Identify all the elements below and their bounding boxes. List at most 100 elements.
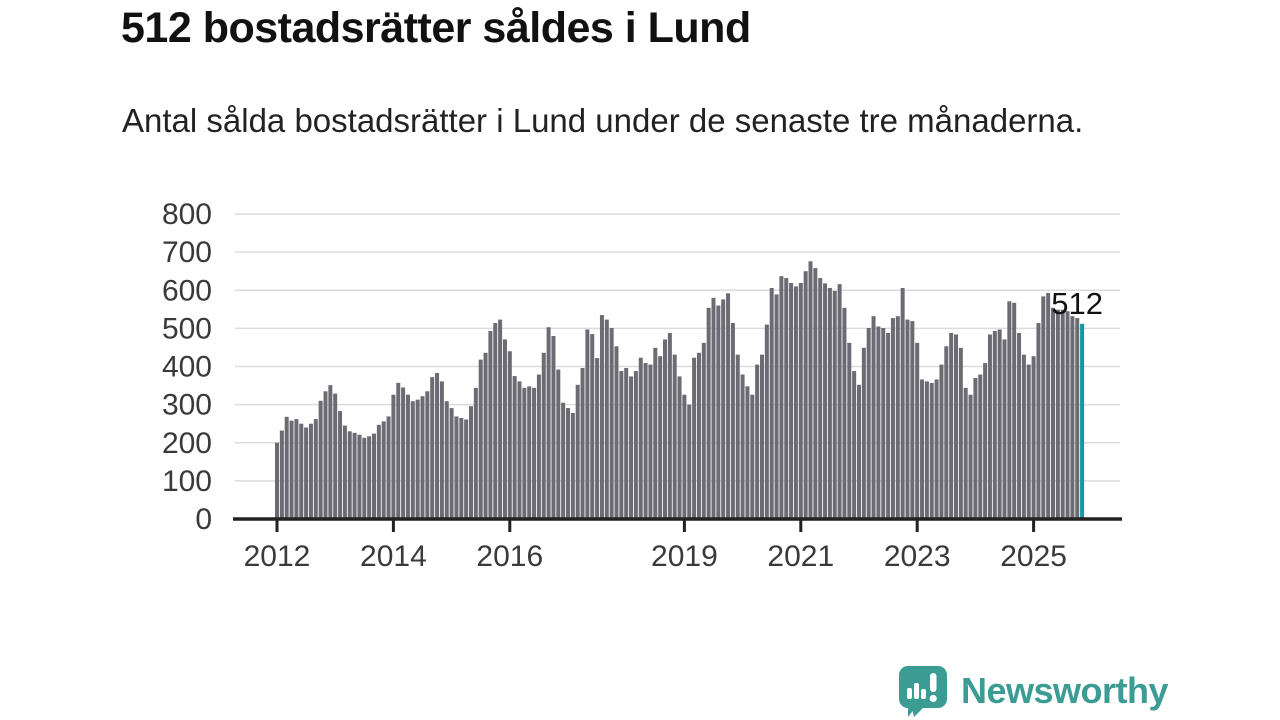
bar xyxy=(435,372,440,519)
bar xyxy=(483,352,488,519)
bar xyxy=(755,364,760,519)
bar xyxy=(716,305,721,519)
bar xyxy=(842,307,847,519)
bar xyxy=(944,346,949,519)
bar xyxy=(653,347,658,519)
bar xyxy=(847,342,852,519)
bar xyxy=(638,357,643,519)
bar xyxy=(696,352,701,519)
bar xyxy=(1065,311,1070,519)
bar xyxy=(701,342,706,519)
bar xyxy=(561,402,566,519)
bar xyxy=(275,442,279,519)
bar xyxy=(357,434,362,519)
bar xyxy=(541,352,546,519)
bar xyxy=(924,381,929,519)
bar xyxy=(983,363,988,519)
bar xyxy=(730,323,735,519)
bar xyxy=(987,334,992,519)
bar xyxy=(871,316,876,519)
bar xyxy=(978,374,983,519)
bar xyxy=(1041,296,1046,519)
bar xyxy=(774,294,779,519)
bar xyxy=(527,386,532,519)
bar xyxy=(439,381,444,519)
bar xyxy=(726,293,731,519)
bar xyxy=(1007,301,1012,519)
bar xyxy=(473,387,478,519)
bar xyxy=(895,316,900,519)
bar xyxy=(575,384,580,519)
bar xyxy=(832,291,837,519)
bar xyxy=(454,416,459,519)
bar xyxy=(338,411,343,519)
bar xyxy=(677,376,682,519)
bar xyxy=(304,427,309,519)
bar xyxy=(1012,302,1017,519)
bar xyxy=(968,394,973,519)
bar xyxy=(493,323,498,519)
y-axis-tick-label: 200 xyxy=(162,427,212,460)
bar xyxy=(629,376,634,519)
bar xyxy=(890,318,895,519)
bar xyxy=(779,276,784,519)
bar xyxy=(599,315,604,519)
bar xyxy=(682,394,687,519)
bar xyxy=(934,379,939,519)
bar xyxy=(401,387,406,519)
bar xyxy=(798,283,803,519)
y-axis-tick-label: 500 xyxy=(162,312,212,345)
bar xyxy=(1002,339,1007,519)
bar xyxy=(648,364,653,519)
y-axis-tick-label: 400 xyxy=(162,351,212,384)
bar xyxy=(415,399,420,519)
bar xyxy=(522,387,527,519)
bar xyxy=(735,354,740,519)
bar xyxy=(546,327,551,519)
bar xyxy=(425,391,430,519)
bar xyxy=(595,358,600,519)
x-axis-tick-label: 2014 xyxy=(360,540,427,573)
bar xyxy=(498,319,503,519)
bar xyxy=(784,278,789,519)
bar xyxy=(502,339,507,519)
bar xyxy=(619,371,624,519)
bar xyxy=(745,386,750,519)
bar xyxy=(1046,292,1051,519)
bar xyxy=(939,364,944,519)
y-axis-tick-label: 100 xyxy=(162,465,212,498)
bar xyxy=(362,437,367,519)
bar xyxy=(760,354,764,519)
newsworthy-logo: Newsworthy xyxy=(897,664,1169,718)
bar xyxy=(803,271,808,519)
bar xyxy=(308,423,313,519)
bar xyxy=(284,416,289,519)
bar xyxy=(367,436,372,519)
bar xyxy=(886,332,891,519)
bar xyxy=(643,363,648,519)
bar xyxy=(590,334,595,519)
x-axis-tick-label: 2021 xyxy=(767,540,834,573)
bar xyxy=(1051,307,1055,519)
bar xyxy=(614,346,619,519)
bar xyxy=(556,369,561,519)
bar xyxy=(381,421,386,519)
bar xyxy=(672,354,677,519)
bar xyxy=(1026,364,1031,519)
chart-title: 512 bostadsrätter såldes i Lund xyxy=(121,4,751,52)
bar xyxy=(391,394,396,519)
bar xyxy=(323,391,328,519)
bar xyxy=(294,419,299,519)
x-axis-tick-label: 2023 xyxy=(884,540,951,573)
bar xyxy=(813,268,818,519)
bar xyxy=(580,368,585,519)
bar xyxy=(352,432,357,519)
bar xyxy=(1075,318,1080,519)
bar xyxy=(444,401,449,519)
bar xyxy=(449,408,454,519)
bar xyxy=(469,406,473,519)
highlighted-value-label: 512 xyxy=(1051,286,1103,321)
y-axis-tick-label: 300 xyxy=(162,389,212,422)
highlighted-bar xyxy=(1080,323,1085,519)
bar xyxy=(750,394,755,519)
